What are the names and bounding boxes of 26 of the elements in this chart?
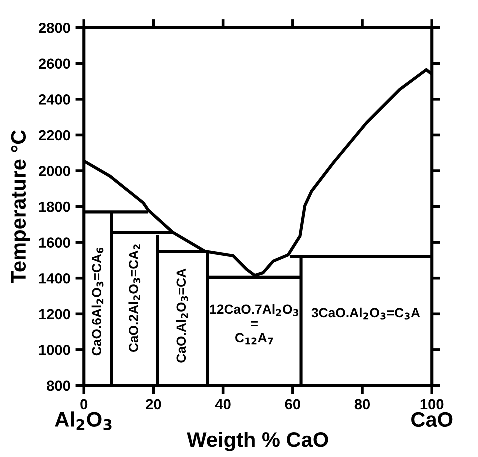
y-tick-label: 2200 xyxy=(39,130,70,141)
x-tick-label: 0 xyxy=(80,399,88,410)
y-tick-label: 1400 xyxy=(39,273,70,284)
annotation: CaO.Al$_{2}$O$_{3}$=CA xyxy=(176,268,188,363)
annotation: 3CaO.Al$_{2}$O$_{3}$=C$_{3}$A xyxy=(312,308,420,320)
y-tick-label: 2600 xyxy=(39,58,70,70)
y-tick-label: 2400 xyxy=(39,94,70,105)
y-tick-label: 2800 xyxy=(39,22,70,34)
y-tick-label: 1600 xyxy=(39,238,70,248)
text: Al$_{2}$O$_{3}$ xyxy=(55,412,112,430)
x-tick-label: 60 xyxy=(285,399,300,410)
x-tick-label: 20 xyxy=(146,399,162,410)
x-tick-label: 80 xyxy=(354,399,370,410)
x-axis-title: Weigth % CaO xyxy=(187,432,328,452)
annotation: CaO.6Al$_{2}$O$_{3}$=CA$_{6}$ xyxy=(92,248,104,356)
y-tick-label: 2000 xyxy=(39,166,70,176)
text: 12CaO.7Al$_{2}$O$_{3}$ = C$_{12}$A$_{7}$ xyxy=(210,304,299,345)
y-axis-title: Temperature °C xyxy=(11,130,30,284)
y-tick-label: 1000 xyxy=(39,345,70,356)
annotation: CaO.2Al$_{2}$O$_{3}$=CA$_{2}$ xyxy=(128,244,141,352)
x-tick-label: 100 xyxy=(420,399,444,410)
text: CaO xyxy=(412,412,453,428)
y-tick-label: 800 xyxy=(47,380,70,392)
y-tick-label: 1200 xyxy=(39,309,70,320)
y-tick-label: 1800 xyxy=(39,202,70,212)
x-tick-label: 40 xyxy=(215,399,231,410)
